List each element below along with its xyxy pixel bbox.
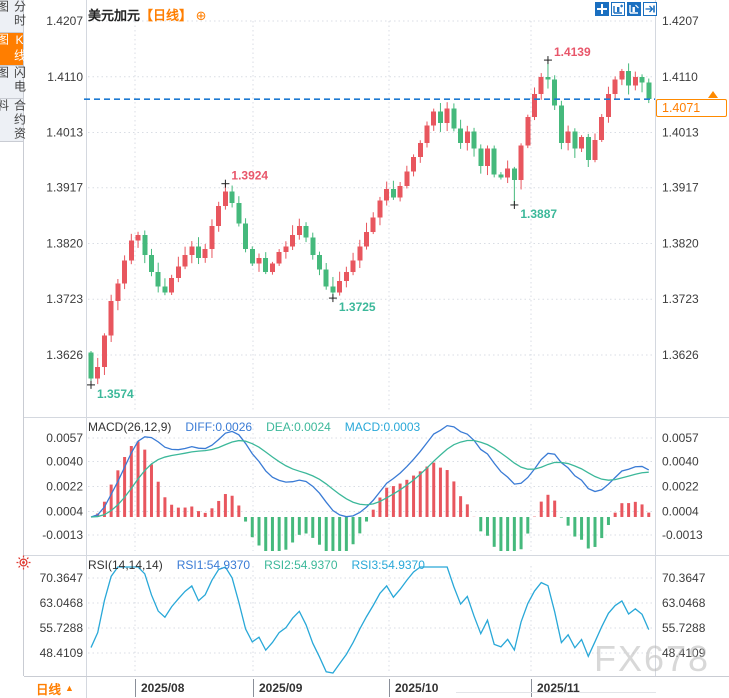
svg-text:1.3626: 1.3626 [662, 348, 699, 362]
svg-text:1.3924: 1.3924 [231, 169, 268, 183]
macd-header: MACD(26,12,9) DIFF:0.0026 DEA:0.0024 MACD:0… [88, 420, 434, 434]
svg-text:1.4139: 1.4139 [554, 45, 591, 59]
svg-text:0.0004: 0.0004 [662, 504, 699, 518]
sidebar-tab-lightning-chart[interactable]: 闪电图 [0, 66, 27, 99]
svg-text:1.3887: 1.3887 [520, 207, 557, 221]
rsi1-value: RSI1:54.9370 [176, 558, 251, 572]
current-price-value: 1.4071 [662, 101, 701, 115]
sidebar-tab-label: 合约资料 [0, 99, 27, 141]
jump-to-latest-icon[interactable] [643, 2, 657, 16]
svg-text:0.0040: 0.0040 [46, 455, 83, 469]
svg-text:0.0040: 0.0040 [662, 455, 699, 469]
zoom-horizontal-icon[interactable] [611, 2, 625, 16]
svg-text:0.0022: 0.0022 [46, 480, 83, 494]
svg-text:0.0004: 0.0004 [46, 504, 83, 518]
svg-text:70.3647: 70.3647 [662, 571, 706, 585]
svg-text:1.3820: 1.3820 [46, 236, 83, 250]
svg-text:48.4109: 48.4109 [40, 646, 84, 660]
sidebar-tab-label: 闪电图 [0, 66, 27, 94]
period-label: 日线 [36, 682, 62, 697]
rsi2-value: RSI2:54.9370 [264, 558, 338, 572]
svg-text:1.3574: 1.3574 [97, 387, 134, 401]
sidebar-tab-kline-chart[interactable]: K线图 [0, 33, 27, 66]
jump-latest-glyph [645, 5, 655, 13]
period-tag: 【日线】 [140, 8, 193, 23]
auto-scale-icon[interactable] [627, 2, 641, 16]
macd-diff-value: DIFF:0.0026 [185, 420, 253, 434]
scale-glyph [629, 4, 639, 14]
date-label: 2025/10 [389, 679, 438, 697]
svg-text:1.3917: 1.3917 [662, 181, 699, 195]
svg-text:1.3725: 1.3725 [339, 300, 376, 314]
zoom-glyph [613, 4, 623, 14]
svg-text:-0.0013: -0.0013 [42, 528, 83, 542]
macd-title: MACD(26,12,9) [88, 420, 172, 434]
svg-text:1.4207: 1.4207 [46, 14, 83, 28]
svg-text:55.7288: 55.7288 [662, 621, 706, 635]
svg-text:1.4110: 1.4110 [47, 70, 83, 84]
svg-text:63.0468: 63.0468 [662, 596, 706, 610]
current-price-box: 1.4071 [656, 99, 727, 117]
svg-text:1.3626: 1.3626 [46, 348, 83, 362]
svg-text:1.3820: 1.3820 [662, 236, 699, 250]
gear-glyph [16, 555, 31, 570]
svg-text:-0.0013: -0.0013 [662, 528, 703, 542]
indicator-settings-icon[interactable] [16, 555, 31, 575]
sidebar-tab-label: 分时图 [0, 0, 27, 28]
sidebar-tab-contract-info[interactable]: 合约资料 [0, 99, 27, 142]
chart-toolbar [595, 2, 657, 16]
svg-text:63.0468: 63.0468 [40, 596, 84, 610]
date-label: 2025/11 [531, 679, 580, 697]
expand-icon[interactable]: ⊕ [195, 8, 207, 23]
chart-title: 美元加元【日线】 ⊕ [88, 5, 207, 24]
svg-text:1.4110: 1.4110 [662, 70, 698, 84]
rsi-header: RSI(14,14,14) RSI1:54.9370 RSI2:54.9370 RSI… [88, 558, 439, 572]
rsi3-value: RSI3:54.9370 [351, 558, 425, 572]
svg-text:1.3723: 1.3723 [46, 292, 83, 306]
symbol-name: 美元加元 [88, 8, 141, 23]
svg-text:0.0057: 0.0057 [46, 431, 83, 445]
sidebar-tab-time-chart[interactable]: 分时图 [0, 0, 27, 33]
macd-macd-value: MACD:0.0003 [344, 420, 421, 434]
bottom-bar: 日线 ▲ 2025/08 2025/09 2025/10 2025/11 [24, 676, 729, 698]
price-up-arrow [708, 91, 718, 98]
svg-text:55.7288: 55.7288 [40, 621, 84, 635]
macd-dea-value: DEA:0.0024 [266, 420, 331, 434]
chevron-up-icon: ▲ [65, 683, 74, 693]
svg-text:0.0057: 0.0057 [662, 431, 699, 445]
rsi-title: RSI(14,14,14) [88, 558, 163, 572]
sidebar-tab-label: K线图 [0, 33, 27, 63]
svg-text:70.3647: 70.3647 [40, 571, 84, 585]
crosshair-glyph [597, 4, 607, 14]
svg-text:1.4013: 1.4013 [46, 126, 83, 140]
scroll-hint [456, 692, 656, 693]
period-selector[interactable]: 日线 ▲ [24, 677, 87, 698]
svg-text:1.4207: 1.4207 [662, 14, 699, 28]
date-label: 2025/09 [253, 679, 302, 697]
date-label: 2025/08 [135, 679, 184, 697]
svg-text:1.3723: 1.3723 [662, 292, 699, 306]
svg-text:1.3917: 1.3917 [46, 181, 83, 195]
svg-text:1.4013: 1.4013 [662, 126, 699, 140]
svg-text:0.0022: 0.0022 [662, 480, 699, 494]
pan-crosshair-icon[interactable] [595, 2, 609, 16]
svg-text:48.4109: 48.4109 [662, 646, 706, 660]
